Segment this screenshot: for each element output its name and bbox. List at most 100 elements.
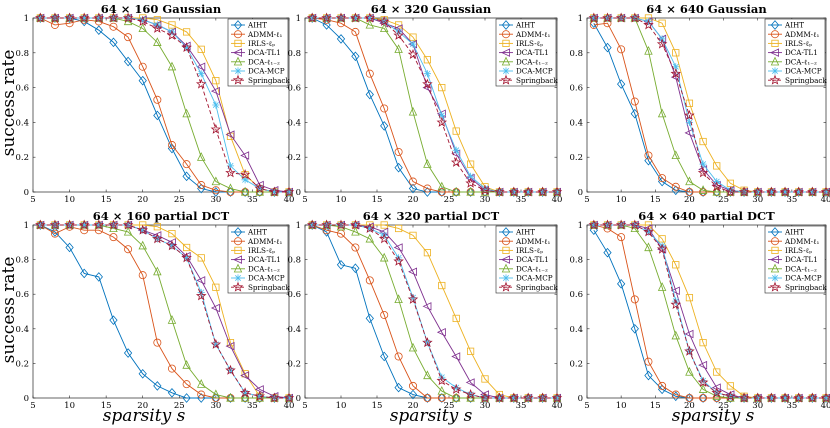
data-point-springback bbox=[450, 383, 462, 394]
data-point-dca-tl1 bbox=[210, 86, 220, 96]
legend-marker-dca-l1-2 bbox=[233, 263, 243, 273]
data-point-springback bbox=[615, 12, 627, 23]
data-point-aiht bbox=[603, 42, 612, 53]
data-point-dca-tl1 bbox=[225, 130, 235, 139]
data-point-dca-mcp bbox=[241, 176, 249, 184]
data-point-aiht bbox=[109, 37, 118, 48]
data-point-dca-l1-2 bbox=[351, 226, 360, 236]
data-point-irls-lp bbox=[168, 230, 176, 238]
data-point-springback bbox=[152, 233, 163, 244]
legend-label-dca-mcp: DCA-MCP bbox=[248, 67, 285, 76]
data-point-dca-mcp bbox=[212, 101, 220, 109]
data-point-dca-mcp bbox=[409, 40, 417, 48]
data-point-aiht bbox=[167, 143, 177, 154]
data-point-aiht bbox=[657, 176, 667, 187]
data-point-irls-lp bbox=[672, 261, 680, 269]
data-point-springback bbox=[629, 12, 641, 23]
panel-title: 64 × 320 Gaussian bbox=[371, 2, 492, 16]
data-point-dca-l1-2 bbox=[466, 186, 475, 196]
legend-label-dca-l1-2: DCA-ℓ₁₋₂ bbox=[248, 57, 280, 66]
data-point-aiht bbox=[336, 34, 346, 44]
data-point-irls-lp bbox=[713, 162, 721, 170]
x-tick-label: 5 bbox=[302, 401, 307, 411]
data-point-aiht bbox=[365, 313, 374, 324]
legend-label-dca-mcp: DCA-MCP bbox=[785, 67, 822, 76]
data-point-springback bbox=[393, 255, 404, 266]
data-point-dca-mcp bbox=[808, 188, 816, 196]
data-point-dca-l1-2 bbox=[698, 384, 708, 393]
data-point-springback bbox=[283, 186, 295, 197]
data-point-springback bbox=[656, 38, 668, 49]
legend-marker-dca-mcp bbox=[502, 274, 510, 282]
legend-marker-admm-l1 bbox=[233, 237, 242, 246]
y-tick-label: 0.8 bbox=[287, 49, 301, 59]
data-point-irls-lp bbox=[197, 45, 205, 53]
data-point-admm-l1 bbox=[211, 186, 220, 195]
y-tick-label: 0.4 bbox=[569, 118, 583, 128]
data-point-springback bbox=[306, 12, 318, 23]
legend-marker-admm-l1 bbox=[771, 30, 780, 39]
data-point-aiht bbox=[380, 351, 389, 362]
data-point-springback bbox=[551, 392, 563, 403]
legend-label-dca-tl1: DCA-TL1 bbox=[248, 255, 281, 264]
data-point-aiht bbox=[182, 171, 191, 182]
data-point-dca-mcp bbox=[685, 118, 694, 126]
data-point-admm-l1 bbox=[685, 393, 694, 402]
data-point-springback bbox=[766, 186, 777, 197]
data-point-aiht bbox=[336, 259, 346, 270]
x-tick-label: 20 bbox=[408, 195, 419, 205]
data-point-springback bbox=[393, 29, 404, 40]
data-point-springback bbox=[181, 42, 192, 53]
data-point-springback bbox=[537, 392, 548, 403]
data-point-aiht bbox=[685, 393, 694, 403]
data-point-irls-lp bbox=[452, 314, 460, 323]
y-tick-label: 0.8 bbox=[15, 256, 29, 266]
data-point-springback bbox=[779, 186, 791, 197]
data-point-springback bbox=[537, 186, 548, 197]
legend-marker-dca-mcp bbox=[771, 67, 779, 75]
legend-label-dca-l1-2: DCA-ℓ₁₋₂ bbox=[785, 57, 817, 66]
data-point-admm-l1 bbox=[380, 310, 389, 319]
data-point-dca-mcp bbox=[139, 16, 147, 24]
data-point-dca-l1-2 bbox=[365, 19, 375, 29]
data-point-springback bbox=[335, 219, 347, 230]
data-point-springback bbox=[364, 12, 376, 23]
legend: AIHTADMM-ℓ₁IRLS-ℓₚDCA-TL1DCA-ℓ₁₋₂DCA-MCP… bbox=[227, 225, 290, 294]
legend-label-irls-lp: IRLS-ℓₚ bbox=[516, 246, 543, 255]
x-tick-label: 25 bbox=[174, 195, 185, 205]
data-point-aiht bbox=[423, 393, 432, 403]
data-point-dca-l1-2 bbox=[153, 37, 162, 46]
x-tick-label: 10 bbox=[336, 401, 347, 411]
legend-label-dca-tl1: DCA-TL1 bbox=[248, 48, 281, 57]
data-point-admm-l1 bbox=[408, 381, 417, 390]
x-axis-label-right: sparsity s bbox=[672, 406, 755, 426]
data-point-admm-l1 bbox=[699, 187, 708, 196]
x-tick-label: 30 bbox=[480, 195, 491, 205]
data-point-aiht bbox=[197, 183, 206, 194]
x-axis-label-left: sparsity s bbox=[103, 406, 186, 426]
y-tick-label: 0.6 bbox=[15, 84, 29, 94]
data-point-springback bbox=[588, 219, 600, 230]
data-point-dca-mcp bbox=[351, 14, 359, 22]
data-point-irls-lp bbox=[466, 347, 475, 355]
x-tick-label: 20 bbox=[408, 401, 419, 411]
legend-label-dca-mcp: DCA-MCP bbox=[516, 274, 553, 283]
data-point-springback bbox=[306, 219, 318, 230]
data-point-springback bbox=[820, 186, 830, 197]
legend-label-admm-l1: ADMM-ℓ₁ bbox=[515, 237, 551, 246]
data-point-dca-mcp bbox=[590, 14, 598, 22]
data-point-aiht bbox=[644, 370, 653, 381]
panel-title: 64 × 160 Gaussian bbox=[101, 2, 222, 16]
y-tick-label: 0.4 bbox=[287, 325, 301, 335]
x-tick-label: 35 bbox=[516, 195, 527, 205]
data-point-dca-mcp bbox=[467, 172, 475, 180]
data-point-aiht bbox=[226, 187, 235, 197]
data-point-irls-lp bbox=[658, 19, 666, 27]
data-point-dca-mcp bbox=[80, 14, 88, 22]
data-point-dca-mcp bbox=[524, 188, 532, 196]
data-point-aiht bbox=[167, 387, 177, 398]
data-point-irls-lp bbox=[685, 294, 694, 302]
data-point-irls-lp bbox=[699, 137, 707, 146]
data-point-dca-tl1 bbox=[240, 151, 250, 160]
data-point-dca-mcp bbox=[495, 394, 503, 402]
